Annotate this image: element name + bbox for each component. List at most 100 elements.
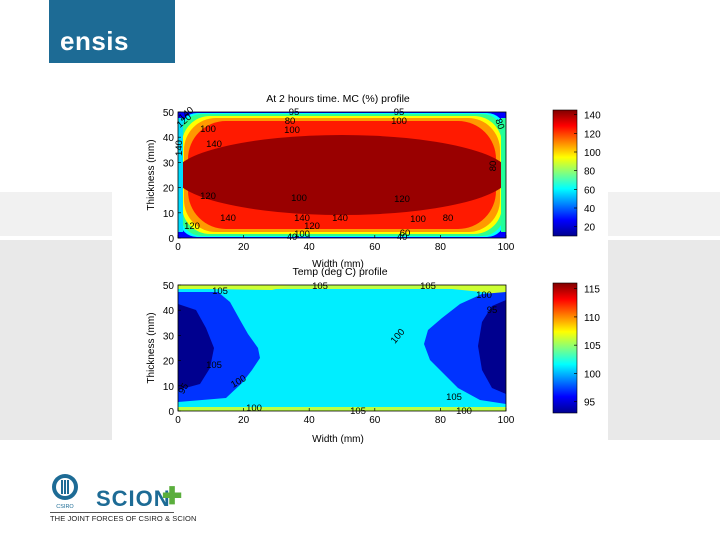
y-tick-label: 50 bbox=[163, 108, 175, 119]
contour-label: 80 bbox=[443, 213, 454, 224]
contour-label: 100 bbox=[410, 214, 426, 225]
csiro-logo-bar1 bbox=[61, 480, 63, 494]
contour-label: 105 bbox=[206, 360, 222, 371]
chart2-top-right-yellow bbox=[412, 285, 506, 296]
x-tick-label: 60 bbox=[369, 415, 381, 426]
scion-logo: SCION bbox=[96, 486, 171, 511]
chart2-xlabel: Width (mm) bbox=[312, 434, 364, 445]
colorbar-tick-label: 60 bbox=[584, 185, 596, 196]
x-tick-label: 80 bbox=[435, 242, 447, 253]
y-tick-label: 20 bbox=[163, 357, 175, 368]
chart2-title: Temp (deg C) profile bbox=[292, 266, 387, 278]
contour-label: 105 bbox=[350, 406, 366, 417]
chart1-right-edge bbox=[501, 118, 506, 232]
csiro-logo-bar2 bbox=[64, 480, 66, 494]
logo-text: ensis bbox=[60, 26, 129, 56]
y-tick-label: 40 bbox=[163, 133, 175, 144]
colorbar-tick-label: 115 bbox=[584, 285, 600, 296]
colorbar-tick-label: 80 bbox=[584, 167, 596, 178]
x-tick-label: 0 bbox=[175, 415, 181, 426]
chart2-right-navy bbox=[478, 300, 506, 394]
y-tick-label: 40 bbox=[163, 306, 175, 317]
colorbar-tick-label: 100 bbox=[584, 369, 601, 380]
contour-label: 120 bbox=[200, 191, 216, 202]
chart1-axes-box bbox=[177, 111, 507, 239]
chart2-left-navy bbox=[178, 304, 214, 390]
chart1-title: At 2 hours time. MC (%) profile bbox=[266, 93, 410, 105]
contour-label: 80 bbox=[492, 117, 506, 131]
contour-label: 100 bbox=[291, 193, 307, 204]
footer-divider bbox=[50, 512, 174, 513]
y-tick-label: 10 bbox=[163, 382, 175, 393]
footer-tagline: THE JOINT FORCES OF CSIRO & SCION bbox=[50, 514, 197, 523]
contour-label: 100 bbox=[294, 229, 310, 240]
chart1-x-ticks: 0 20 40 60 80 100 bbox=[175, 235, 515, 253]
csiro-logo-text: CSIRO bbox=[56, 504, 74, 510]
contour-label: 100 bbox=[456, 406, 472, 417]
y-tick-label: 20 bbox=[163, 184, 175, 195]
contour-label: 140 bbox=[174, 140, 185, 156]
chart2-y-ticks: 0 10 20 30 40 50 bbox=[163, 281, 181, 418]
contour-label: 95 bbox=[176, 381, 191, 396]
colorbar-tick-label: 110 bbox=[584, 313, 600, 324]
chart2-heatmap bbox=[178, 285, 506, 411]
y-tick-label: 50 bbox=[163, 281, 175, 292]
contour-label: 140 bbox=[220, 213, 236, 224]
contour-label: 140 bbox=[206, 139, 222, 150]
colorbar-tick-label: 140 bbox=[584, 111, 601, 122]
x-tick-label: 100 bbox=[498, 415, 515, 426]
contour-label: 40 bbox=[287, 232, 298, 243]
y-tick-label: 30 bbox=[163, 331, 175, 342]
x-tick-label: 60 bbox=[369, 242, 381, 253]
colorbar-tick-label: 20 bbox=[584, 223, 596, 234]
x-tick-label: 40 bbox=[304, 242, 316, 253]
x-tick-label: 40 bbox=[304, 415, 316, 426]
colorbar-tick-label: 100 bbox=[584, 148, 601, 159]
contour-label: 100 bbox=[284, 125, 300, 136]
colorbar-tick-label: 120 bbox=[584, 129, 601, 140]
csiro-logo-bar3 bbox=[67, 480, 69, 494]
x-tick-label: 0 bbox=[175, 242, 181, 253]
chart2-ylabel: Thickness (mm) bbox=[146, 312, 157, 383]
contour-label: 120 bbox=[394, 194, 410, 205]
contour-label: 95 bbox=[394, 107, 405, 118]
chart1-y-ticks: 0 10 20 30 40 50 bbox=[163, 108, 181, 245]
colorbar-tick-label: 40 bbox=[584, 204, 596, 215]
contour-label: 40 bbox=[397, 232, 408, 243]
contour-label: 140 bbox=[294, 213, 310, 224]
contour-label: 140 bbox=[332, 213, 348, 224]
contour-label: 100 bbox=[476, 290, 492, 301]
chart2-top-yellow bbox=[178, 285, 506, 289]
chart1-left-edge bbox=[178, 118, 183, 232]
contour-label: 100 bbox=[391, 116, 407, 127]
chart2-colorbar bbox=[552, 282, 578, 414]
contour-label: 120 bbox=[184, 221, 200, 232]
contour-label: 100 bbox=[246, 403, 262, 414]
chart1-ylabel: Thickness (mm) bbox=[146, 139, 157, 210]
x-tick-label: 80 bbox=[435, 415, 447, 426]
y-tick-label: 0 bbox=[168, 407, 174, 418]
chart2-top-left-yellow bbox=[178, 285, 292, 290]
contour-label: 80 bbox=[488, 161, 499, 172]
y-tick-label: 30 bbox=[163, 158, 175, 169]
colorbar-tick-label: 95 bbox=[584, 398, 596, 409]
contour-label: 95 bbox=[487, 305, 498, 316]
csiro-logo: CSIRO bbox=[52, 474, 78, 510]
chart2-axes-box bbox=[177, 284, 507, 412]
contour-label: 95 bbox=[289, 107, 300, 118]
ensis-logo: ensis bbox=[49, 0, 175, 63]
chart1-colorbar-ticks: 140 120 100 80 60 40 20 bbox=[574, 111, 601, 234]
chart1-core bbox=[178, 135, 506, 215]
contour-label: 80 bbox=[285, 116, 296, 127]
x-tick-label: 20 bbox=[238, 242, 250, 253]
contour-label: 105 bbox=[420, 281, 436, 292]
chart1-colorbar bbox=[552, 109, 578, 237]
chart1-xlabel: Width (mm) bbox=[312, 259, 364, 270]
contour-label: 100 bbox=[200, 124, 216, 135]
chart2-bottom-yellow bbox=[178, 407, 506, 411]
x-tick-label: 100 bbox=[498, 242, 515, 253]
scion-plus-icon: ✚ bbox=[162, 483, 183, 510]
contour-label: 60 bbox=[400, 228, 411, 239]
